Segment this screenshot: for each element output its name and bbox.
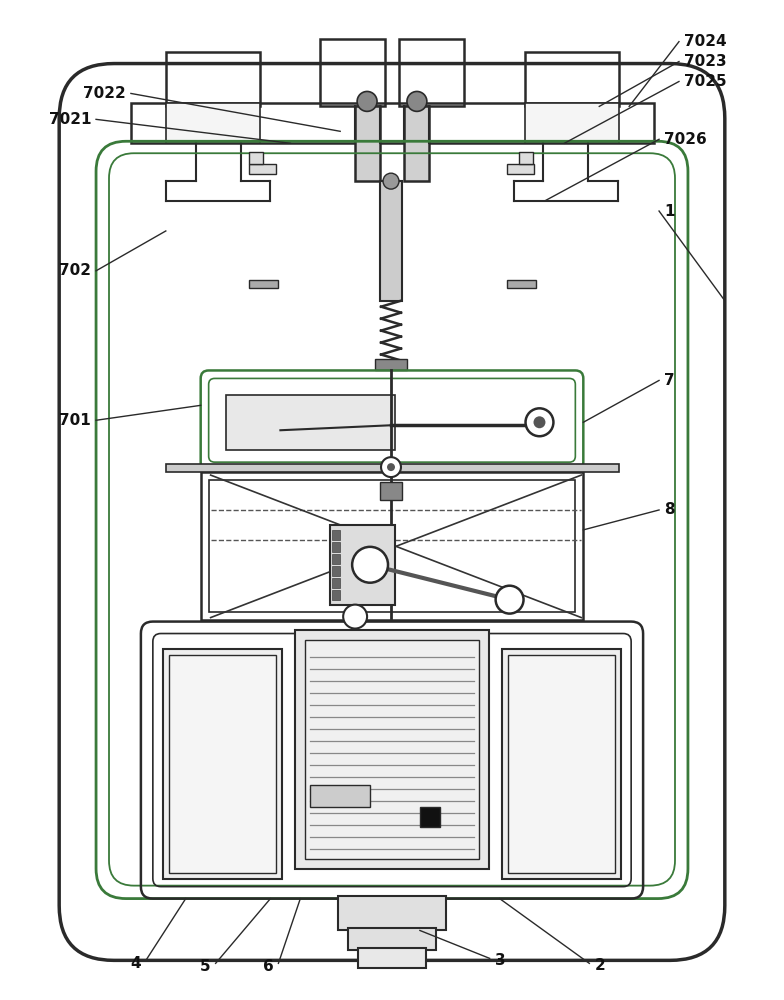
Text: 2: 2 bbox=[594, 958, 605, 973]
Bar bbox=[355, 106, 380, 181]
Text: 702: 702 bbox=[59, 263, 91, 278]
Bar bbox=[507, 655, 615, 873]
Bar bbox=[338, 896, 446, 930]
Bar bbox=[506, 280, 536, 288]
Bar bbox=[201, 472, 583, 620]
Circle shape bbox=[525, 408, 554, 436]
Bar bbox=[169, 655, 277, 873]
Text: 7026: 7026 bbox=[664, 132, 707, 147]
Bar bbox=[502, 649, 621, 879]
Bar bbox=[332, 530, 340, 540]
Bar bbox=[163, 649, 282, 879]
Bar bbox=[375, 359, 407, 370]
Circle shape bbox=[381, 457, 401, 477]
Text: 8: 8 bbox=[664, 502, 675, 517]
Text: 701: 701 bbox=[60, 413, 91, 428]
Text: 7025: 7025 bbox=[684, 74, 727, 89]
Bar bbox=[380, 181, 402, 301]
Text: 7024: 7024 bbox=[684, 34, 727, 49]
Bar bbox=[209, 480, 575, 612]
Text: 6: 6 bbox=[263, 959, 274, 974]
Circle shape bbox=[387, 463, 395, 471]
Circle shape bbox=[407, 91, 426, 111]
Bar bbox=[358, 948, 426, 968]
Bar bbox=[524, 103, 619, 143]
Bar bbox=[404, 106, 429, 181]
Bar bbox=[310, 785, 370, 807]
Bar bbox=[518, 152, 533, 164]
Bar bbox=[348, 928, 436, 950]
Bar bbox=[249, 280, 278, 288]
Bar bbox=[399, 39, 464, 106]
Text: 7: 7 bbox=[664, 373, 675, 388]
Text: 7021: 7021 bbox=[49, 112, 91, 127]
Text: 1: 1 bbox=[664, 204, 674, 219]
Bar bbox=[506, 164, 535, 174]
Bar bbox=[165, 103, 260, 143]
Circle shape bbox=[533, 416, 546, 428]
Bar bbox=[165, 464, 619, 472]
Bar bbox=[332, 542, 340, 552]
Circle shape bbox=[495, 586, 524, 614]
Bar bbox=[320, 39, 385, 106]
Bar bbox=[380, 482, 402, 500]
Circle shape bbox=[358, 91, 377, 111]
Text: 5: 5 bbox=[200, 959, 211, 974]
Circle shape bbox=[352, 547, 388, 583]
Circle shape bbox=[343, 605, 367, 629]
Bar bbox=[226, 395, 395, 450]
Bar bbox=[131, 103, 654, 143]
Bar bbox=[330, 525, 395, 605]
Bar bbox=[249, 164, 277, 174]
Text: 7022: 7022 bbox=[83, 86, 126, 101]
Bar bbox=[420, 807, 440, 827]
Text: 3: 3 bbox=[495, 953, 505, 968]
Bar bbox=[524, 52, 619, 106]
Circle shape bbox=[383, 173, 399, 189]
Bar bbox=[332, 554, 340, 564]
Bar bbox=[249, 152, 263, 164]
Bar bbox=[305, 640, 479, 859]
Bar bbox=[165, 52, 260, 106]
Bar bbox=[332, 578, 340, 588]
Bar bbox=[332, 590, 340, 600]
Text: 4: 4 bbox=[130, 956, 141, 971]
Bar bbox=[296, 630, 488, 869]
Text: 7023: 7023 bbox=[684, 54, 727, 69]
Bar bbox=[332, 566, 340, 576]
FancyBboxPatch shape bbox=[59, 64, 725, 960]
